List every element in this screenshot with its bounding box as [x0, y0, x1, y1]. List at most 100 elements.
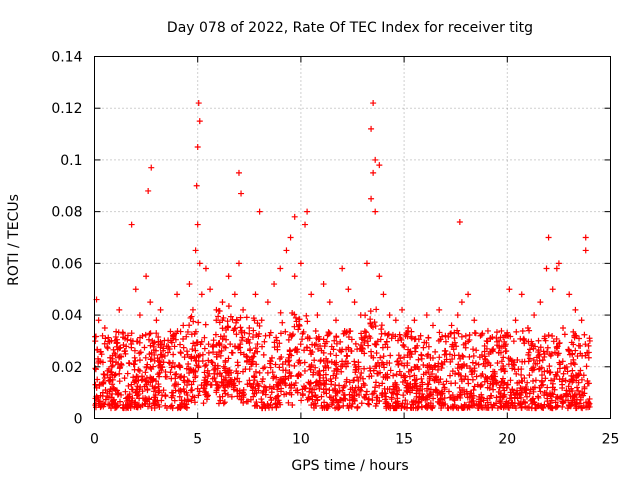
background-point	[487, 335, 494, 342]
background-point	[277, 401, 284, 408]
background-point	[333, 404, 340, 411]
data-point	[518, 291, 525, 298]
background-point	[343, 363, 350, 370]
background-point	[367, 320, 374, 327]
background-point	[559, 375, 566, 382]
background-point	[210, 337, 217, 344]
background-point	[387, 367, 394, 374]
background-point	[216, 319, 223, 326]
y-tick-label: 0	[74, 412, 83, 428]
background-point	[522, 400, 529, 407]
data-point	[240, 306, 247, 313]
background-point	[361, 365, 368, 372]
background-point	[181, 397, 188, 404]
background-point	[420, 362, 427, 369]
background-point	[124, 370, 131, 377]
data-point	[465, 291, 472, 298]
background-point	[288, 381, 295, 388]
background-point	[131, 379, 138, 386]
background-point	[484, 395, 491, 402]
data-point	[231, 291, 238, 298]
background-point	[382, 341, 389, 348]
background-point	[105, 334, 112, 341]
background-point	[246, 377, 253, 384]
background-point	[258, 396, 265, 403]
data-point	[489, 348, 496, 355]
data-point	[147, 299, 154, 306]
data-point	[219, 299, 226, 306]
background-point	[205, 349, 212, 356]
background-point	[419, 391, 426, 398]
background-point	[277, 330, 284, 337]
background-point	[101, 371, 108, 378]
data-point	[194, 144, 201, 150]
background-point	[137, 349, 144, 356]
background-point	[499, 365, 506, 372]
data-point	[95, 317, 102, 324]
background-point	[581, 383, 588, 390]
background-point	[120, 342, 127, 349]
background-point	[475, 361, 482, 368]
background-point	[294, 373, 301, 380]
background-point	[189, 306, 196, 313]
background-point	[515, 400, 522, 407]
background-point	[338, 368, 345, 375]
background-point	[171, 363, 178, 370]
background-point	[584, 349, 591, 356]
data-point	[537, 299, 544, 306]
background-point	[358, 330, 365, 337]
background-point	[507, 333, 514, 340]
background-point	[202, 374, 209, 381]
background-point	[243, 314, 250, 321]
background-point	[352, 369, 359, 376]
data-point	[496, 337, 503, 344]
background-point	[142, 331, 149, 338]
data-point	[549, 286, 556, 293]
data-point	[136, 312, 143, 319]
background-point	[528, 342, 535, 349]
background-point	[121, 375, 128, 382]
background-point	[316, 371, 323, 378]
background-point	[136, 357, 143, 364]
data-point	[454, 312, 461, 319]
background-point	[418, 355, 425, 362]
background-point	[478, 352, 485, 359]
data-point	[566, 291, 573, 298]
background-point	[459, 363, 466, 370]
background-point	[363, 391, 370, 398]
background-point	[146, 351, 153, 358]
background-point	[349, 384, 356, 391]
background-point	[460, 353, 467, 360]
background-point	[397, 355, 404, 362]
background-point	[292, 314, 299, 321]
background-point	[110, 346, 117, 353]
background-point	[523, 387, 530, 394]
background-point	[344, 353, 351, 360]
background-point	[176, 362, 183, 369]
background-point	[511, 394, 518, 401]
background-point	[184, 351, 191, 358]
background-point	[506, 395, 513, 402]
background-point	[418, 351, 425, 358]
background-point	[277, 309, 284, 316]
background-point	[519, 328, 526, 335]
background-point	[259, 399, 265, 406]
background-point	[497, 382, 504, 389]
background-point	[106, 338, 113, 345]
background-point	[474, 381, 481, 388]
background-point	[423, 369, 430, 376]
background-point	[158, 367, 165, 374]
background-point	[411, 336, 418, 343]
background-point	[104, 345, 111, 352]
background-point	[225, 355, 232, 362]
background-point	[420, 344, 427, 351]
background-point	[200, 400, 207, 407]
chart-title: Day 078 of 2022, Rate Of TEC Index for r…	[167, 20, 533, 36]
background-point	[493, 394, 500, 401]
background-point	[221, 343, 228, 350]
background-point	[385, 331, 392, 338]
background-point	[167, 328, 174, 335]
x-tick-label: 20	[498, 432, 516, 448]
background-point	[571, 393, 578, 400]
background-point	[558, 393, 565, 400]
